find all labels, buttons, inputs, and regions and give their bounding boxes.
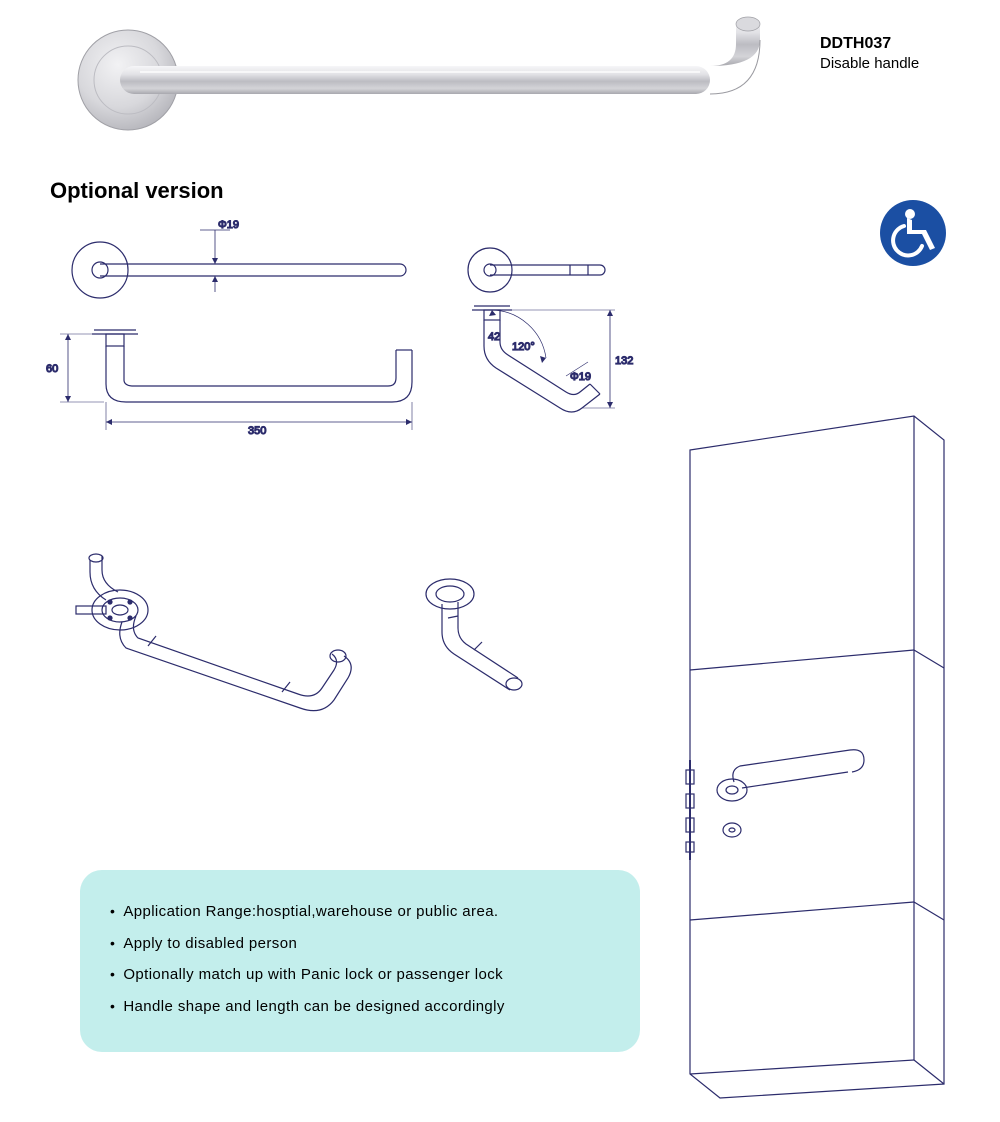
info-item-3: Handle shape and length can be designed …: [110, 991, 610, 1023]
info-item-2: Optionally match up with Panic lock or p…: [110, 959, 610, 991]
dim-angle: 120°: [512, 341, 535, 353]
diagram-top-view: Φ19: [72, 220, 406, 298]
diagram-side-view: 60 350: [46, 330, 412, 437]
dim-angled-dia: Φ19: [570, 371, 591, 383]
diagram-3d-angled: [426, 579, 522, 690]
diagram-3d-straight: [76, 554, 351, 711]
dim-angled-inner: 42: [488, 331, 500, 343]
door-illustration: [660, 410, 960, 1100]
info-panel: Application Range:hosptial,warehouse or …: [80, 870, 640, 1052]
product-name: Disable handle: [820, 55, 919, 72]
dim-height: 60: [46, 363, 58, 375]
technical-diagrams: Φ19 60: [40, 220, 640, 760]
accessibility-icon: [880, 200, 946, 266]
diagram-angled-side: 120° 42 132 Φ19: [472, 306, 633, 412]
dim-length: 350: [248, 425, 266, 437]
dim-diameter: Φ19: [218, 220, 239, 231]
product-hero: [60, 10, 780, 140]
section-title: Optional version: [50, 178, 224, 204]
diagram-angled: [468, 248, 605, 292]
product-code: DDTH037: [820, 35, 891, 53]
info-item-1: Apply to disabled person: [110, 928, 610, 960]
dim-angled-height: 132: [615, 355, 633, 367]
info-item-0: Application Range:hosptial,warehouse or …: [110, 896, 610, 928]
